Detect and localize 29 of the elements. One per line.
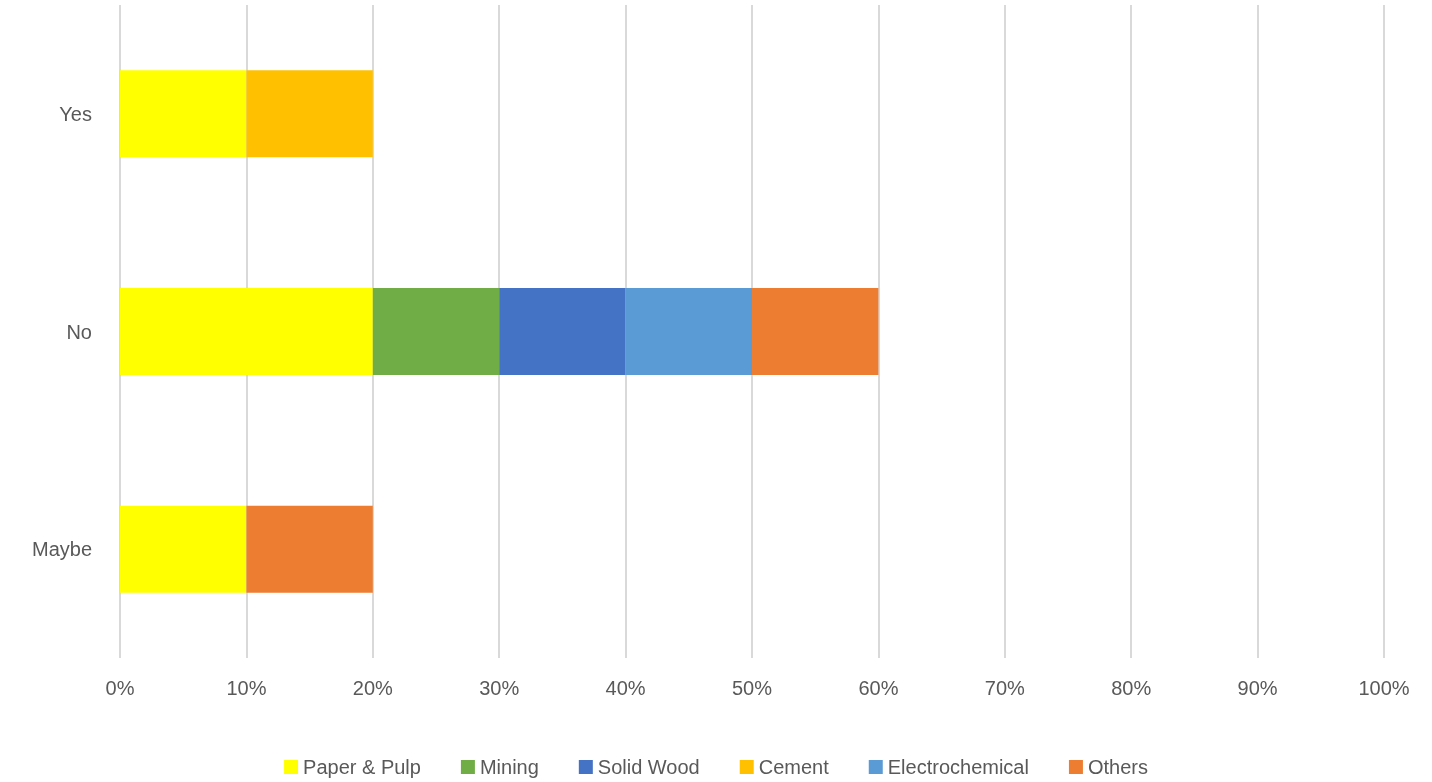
x-tick-label: 30% (479, 677, 520, 699)
legend-label: Cement (758, 756, 830, 778)
legend-label: Others (1087, 756, 1148, 778)
x-tick-label: 60% (858, 677, 899, 699)
bar (120, 70, 247, 158)
bar (120, 505, 247, 593)
y-tick-label: Yes (59, 102, 92, 125)
bar (372, 287, 500, 376)
legend-label: Solid Wood (597, 756, 700, 778)
legend-label: Mining (479, 756, 539, 778)
bar (625, 287, 752, 376)
bar (246, 505, 373, 593)
x-tick-label: 90% (1237, 677, 1278, 699)
x-tick-label: 0% (105, 677, 135, 699)
legend-label: Electrochemical (887, 756, 1029, 778)
bar (120, 287, 373, 376)
x-tick-label: 40% (605, 677, 646, 699)
bar (752, 287, 879, 376)
legend-label: Paper & Pulp (303, 756, 421, 778)
y-tick-label: No (66, 320, 92, 343)
x-tick-label: 70% (984, 677, 1026, 699)
y-tick-label: Maybe (31, 538, 92, 561)
x-tick-label: 80% (1111, 677, 1152, 699)
bar (499, 287, 626, 376)
x-tick-label: 10% (226, 677, 267, 699)
x-tick-label: 20% (352, 677, 394, 699)
bar (246, 70, 373, 158)
x-tick-label: 50% (731, 677, 773, 699)
x-tick-label: 100% (1358, 677, 1410, 699)
